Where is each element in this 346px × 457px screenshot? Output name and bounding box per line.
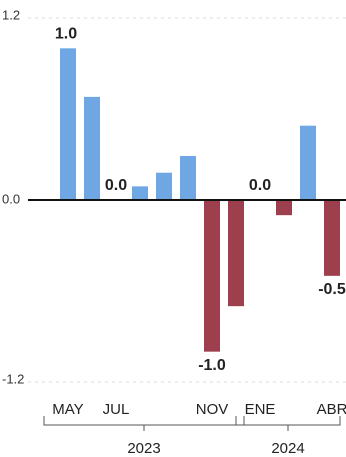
y-tick-label: 1.2 <box>2 7 20 22</box>
bar <box>84 96 100 200</box>
value-label: 1.0 <box>55 26 77 43</box>
group-bracket <box>43 416 245 431</box>
y-tick-label: 0.0 <box>2 191 20 206</box>
bar <box>180 156 196 200</box>
bar <box>132 186 148 200</box>
x-tick-label: JUL <box>103 401 130 418</box>
value-label: 0.0 <box>249 177 271 194</box>
value-label: -1.0 <box>198 357 226 374</box>
bar <box>276 200 292 216</box>
y-tick-label: -1.2 <box>2 371 24 386</box>
group-label: 2024 <box>271 440 304 457</box>
group-bracket <box>235 416 341 431</box>
group-label: 2023 <box>127 440 160 457</box>
value-label: 0.0 <box>105 177 127 194</box>
bar <box>300 125 316 200</box>
bar <box>60 48 76 201</box>
x-tick-label: ENE <box>245 401 276 418</box>
x-tick-label: NOV <box>196 401 229 418</box>
value-label: -0.5 <box>318 281 346 298</box>
x-tick-label: MAY <box>52 401 83 418</box>
bar <box>156 172 172 200</box>
bar <box>204 200 220 352</box>
bar <box>324 200 340 276</box>
x-tick-label: ABR <box>317 401 346 418</box>
bar <box>228 200 244 307</box>
